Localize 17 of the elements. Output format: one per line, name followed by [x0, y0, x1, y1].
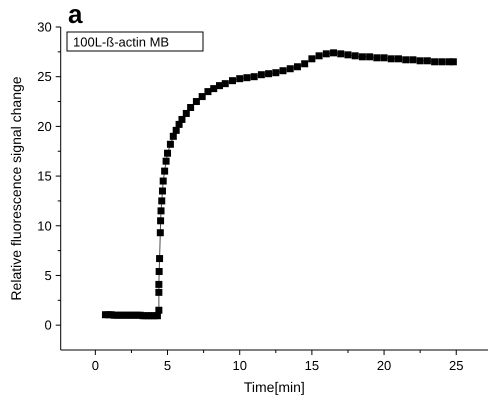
x-tick-label: 0: [92, 358, 99, 373]
y-tick-label: 20: [37, 118, 52, 134]
x-tick-label: 10: [232, 358, 247, 373]
x-tick-label: 25: [449, 358, 464, 373]
annotation: a: [68, 0, 83, 29]
x-tick-label: 15: [304, 358, 320, 373]
y-tick-label: 5: [44, 268, 52, 284]
x-tick-label: 5: [164, 358, 172, 373]
y-tick-label: 30: [37, 20, 52, 35]
y-tick-label: 15: [37, 168, 52, 184]
x-axis-title: Time[min]: [244, 379, 305, 395]
annotation: 100L-ß-actin MB: [73, 34, 170, 50]
y-tick-label: 0: [44, 318, 52, 333]
y-axis-title: Relative fluorescence signal change: [8, 76, 24, 301]
y-tick-label: 25: [37, 69, 52, 84]
y-tick-label: 10: [37, 218, 52, 234]
x-tick-label: 20: [376, 358, 392, 373]
